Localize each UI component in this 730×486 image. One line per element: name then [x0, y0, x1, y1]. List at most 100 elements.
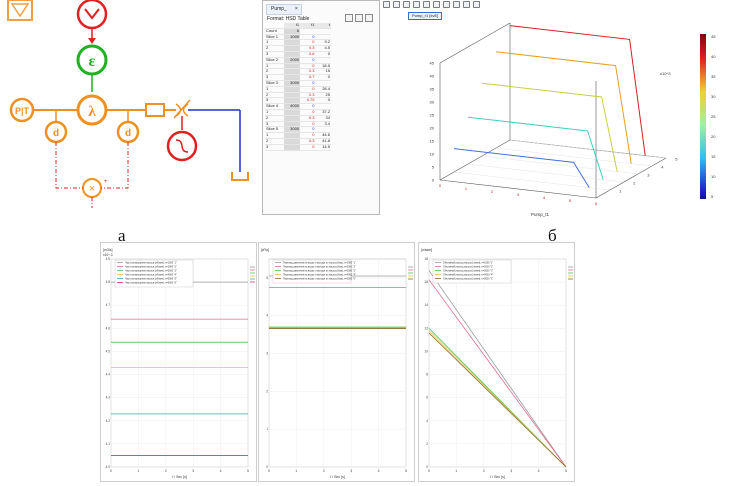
table-cell[interactable]: 6 [284, 28, 301, 35]
table-row[interactable]: 1 0 28.4 [265, 86, 331, 93]
table-cell[interactable]: 25 [315, 92, 331, 99]
table-row[interactable]: Slice 1 1000 0 [265, 34, 331, 41]
table-cell[interactable]: 0 [300, 121, 316, 128]
table-cell[interactable]: 0.6 [300, 51, 316, 58]
table-cell[interactable] [284, 45, 301, 52]
table-cell[interactable]: 18.5 [315, 63, 331, 70]
table-cell[interactable] [284, 63, 301, 70]
table-row[interactable]: 1 0 44.6 [265, 132, 331, 139]
table-cell[interactable]: 0 [300, 103, 316, 110]
table-row[interactable]: Slice 4 4000 0 [265, 103, 331, 110]
table-row[interactable]: 2 0.3 41.8 [265, 138, 331, 145]
table-cell[interactable]: 44.6 [315, 132, 331, 139]
table-cell[interactable]: Count [265, 28, 285, 35]
table-cell[interactable]: 0 [300, 63, 316, 70]
table-cell[interactable]: 28.4 [315, 86, 331, 93]
export-icon[interactable] [463, 0, 470, 8]
table-cell[interactable]: 1 [265, 40, 285, 47]
table-cell[interactable] [300, 28, 316, 35]
table-cell[interactable] [315, 80, 331, 87]
table-cell[interactable]: 0 [300, 80, 316, 87]
table-row[interactable]: 3 0 3.4 [265, 121, 331, 128]
table-cell[interactable] [284, 109, 301, 116]
table-cell[interactable]: 4000 [284, 103, 301, 110]
table-cell[interactable] [315, 126, 331, 134]
table-cell[interactable]: 0 [300, 57, 316, 64]
fit-icon[interactable] [433, 0, 440, 8]
zoom-out-icon[interactable] [403, 0, 410, 8]
table-cell[interactable]: 3 [265, 144, 285, 151]
table-cell[interactable]: Slice 4 [265, 103, 285, 110]
table-cell[interactable]: 2 [265, 138, 285, 145]
table-row[interactable]: 1 0 9.2 [265, 39, 331, 47]
table-cell[interactable] [284, 68, 301, 76]
zoom-in-icon[interactable] [393, 0, 400, 8]
table-row[interactable]: 1 0 18.5 [265, 63, 331, 70]
table-cell[interactable]: 34 [315, 115, 331, 122]
table-cell[interactable] [284, 92, 301, 99]
table-cell[interactable]: Slice 1 [265, 34, 285, 41]
table-cell[interactable] [284, 132, 301, 139]
surface-3d-plot[interactable]: 454035302520151050012345654321x10^3Pump_… [420, 20, 690, 220]
table-row[interactable]: 3 0.6 0 [265, 51, 331, 58]
table-cell[interactable]: 37.2 [315, 109, 331, 116]
table-cell[interactable]: 0 [315, 51, 331, 58]
table-cell[interactable] [284, 74, 301, 81]
table-cell[interactable] [284, 39, 301, 47]
table-row[interactable]: 3 0.75 0 [265, 97, 331, 105]
table-row[interactable]: 2 0.3 4.5 [265, 45, 331, 52]
table-cell[interactable]: 2 [265, 45, 285, 52]
table-cell[interactable] [315, 34, 331, 41]
table-cell[interactable]: 0 [300, 132, 316, 139]
chart-legend[interactable]: Объемный расход насоса [л/мин]; n=1000 "… [432, 259, 512, 284]
table-cell[interactable]: 0.3 [300, 92, 316, 99]
table-cell[interactable]: 14.5 [315, 144, 331, 151]
table-cell[interactable]: 3 [265, 74, 285, 81]
table-cell[interactable]: Slice 5 [265, 127, 285, 134]
flow-rate-chart[interactable]: 0 1 2 3 4 5 4.9 4.8 4.7 4.6 4.5 4.4 4.3 4.2 4.1 4.0 [m3/… [101, 243, 256, 481]
table-cell[interactable]: 1000 [284, 34, 301, 41]
table-cell[interactable]: 3 [265, 121, 285, 128]
column-header[interactable]: t1 [300, 22, 316, 29]
plot-view-icon[interactable] [355, 14, 363, 22]
table-row[interactable]: 2 0.3 34 [265, 115, 331, 122]
close-icon[interactable]: × [294, 6, 298, 12]
table-cell[interactable]: 0.3 [300, 45, 316, 52]
table-cell[interactable] [284, 97, 301, 105]
table-cell[interactable]: 0.3 [300, 115, 316, 122]
table-cell[interactable]: 3000 [284, 80, 301, 87]
speed-source-icon[interactable] [76, 0, 108, 30]
table-cell[interactable]: 0 [300, 86, 316, 93]
table-row[interactable]: Slice 5 3000 0 [265, 126, 331, 134]
table-cell[interactable]: 0 [315, 74, 331, 81]
table-cell[interactable]: 2000 [284, 57, 301, 64]
table-cell[interactable] [315, 57, 331, 64]
table-cell[interactable] [315, 103, 331, 110]
table-row[interactable]: 1 0 37.2 [265, 109, 331, 116]
table-cell[interactable]: 41.8 [315, 138, 331, 145]
table-row[interactable]: Count 6 [265, 28, 331, 35]
table-cell[interactable]: 1 [265, 63, 285, 70]
pan-icon[interactable] [413, 0, 420, 8]
tab-pump[interactable]: Pump_ × [266, 4, 302, 15]
table-cell[interactable]: 0 [315, 98, 331, 105]
table-cell[interactable]: 0.3 [300, 69, 316, 76]
properties-icon[interactable] [473, 0, 480, 8]
pressure-drop-chart[interactable]: 0 1 2 3 4 5 5 4 3 2 1 0 [кПа] t / Sec [s] Перепад давл… [259, 243, 414, 481]
table-row[interactable]: Slice 2 2000 0 [265, 57, 331, 64]
restrictor-icon[interactable] [145, 103, 165, 117]
table-row[interactable]: 3 0 14.5 [265, 144, 331, 151]
table-cell[interactable]: 3 [265, 51, 285, 58]
table-cell[interactable] [315, 28, 331, 35]
table-cell[interactable]: 0 [300, 40, 316, 47]
table-cell[interactable] [284, 51, 301, 58]
table-cell[interactable]: 0 [300, 144, 316, 151]
table-cell[interactable] [284, 86, 301, 93]
table-cell[interactable]: 3.4 [315, 121, 331, 128]
table-cell[interactable]: 0 [300, 34, 316, 41]
table-cell[interactable]: 9.2 [315, 40, 331, 47]
table-cell[interactable]: 2 [265, 115, 285, 122]
select-icon[interactable] [383, 0, 390, 8]
table-cell[interactable]: Slice 3 [265, 80, 285, 87]
